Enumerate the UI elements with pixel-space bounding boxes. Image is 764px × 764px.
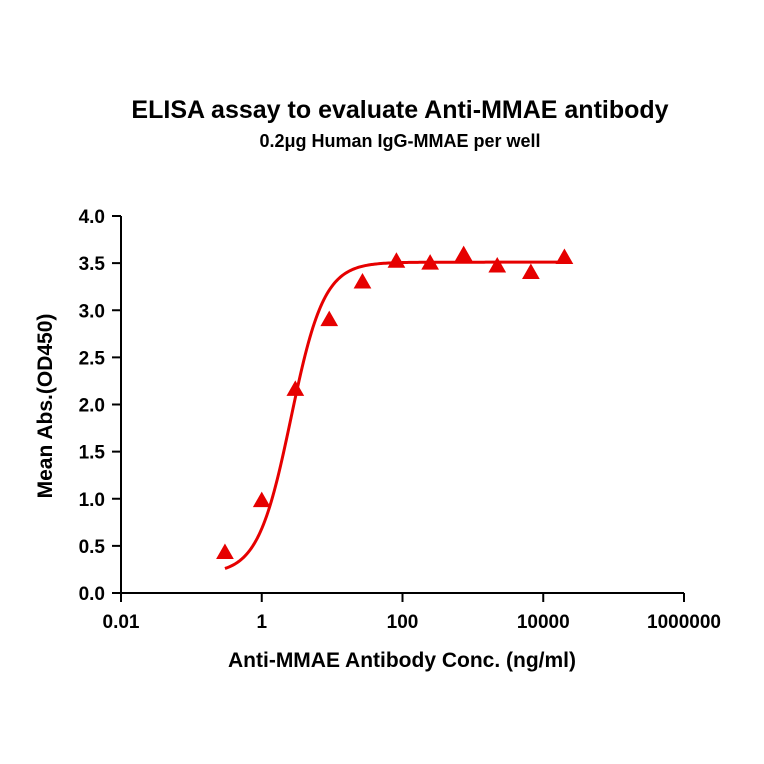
data-point-triangle — [320, 310, 339, 327]
y-tick-label: 2.5 — [79, 348, 106, 369]
x-tick-label: 1000000 — [647, 612, 721, 633]
data-point-triangle — [216, 543, 234, 559]
data-point-triangle — [421, 254, 440, 270]
y-axis-label: Mean Abs.(OD450) — [34, 314, 57, 499]
y-axis: 0.0 0.5 1.0 1.5 2.0 2.5 3.0 3.5 4.0 — [79, 207, 122, 605]
y-tick-label: 1.0 — [79, 490, 105, 511]
data-point-triangle — [286, 380, 305, 396]
data-point-triangle — [555, 248, 574, 264]
data-point-triangle — [353, 272, 372, 289]
chart-subtitle: 0.2μg Human IgG-MMAE per well — [259, 131, 540, 151]
x-axis-label: Anti-MMAE Antibody Conc. (ng/ml) — [228, 649, 576, 672]
y-tick-label: 3.0 — [79, 301, 105, 322]
x-tick-label: 1 — [256, 612, 267, 633]
y-tick-label: 4.0 — [79, 207, 105, 228]
data-point-triangle — [252, 491, 271, 508]
x-tick-label: 0.01 — [103, 612, 140, 633]
fit-curve-layer — [224, 260, 565, 570]
x-axis: 0.01 1 100 10000 1000000 — [103, 592, 721, 633]
y-tick-label: 2.0 — [79, 396, 105, 417]
data-points-layer — [216, 245, 574, 559]
data-point-triangle — [522, 263, 540, 280]
y-tick-label: 1.5 — [79, 443, 106, 464]
data-point-triangle — [387, 252, 406, 268]
fit-curve-line — [224, 260, 565, 570]
y-tick-label: 3.5 — [79, 254, 106, 275]
data-point-triangle — [488, 256, 507, 273]
y-tick-label: 0.0 — [79, 584, 105, 605]
x-tick-label: 100 — [387, 612, 419, 633]
x-tick-label: 10000 — [517, 612, 570, 633]
data-point-triangle — [454, 245, 473, 262]
chart-title: ELISA assay to evaluate Anti-MMAE antibo… — [131, 96, 668, 124]
y-tick-label: 0.5 — [79, 537, 106, 558]
